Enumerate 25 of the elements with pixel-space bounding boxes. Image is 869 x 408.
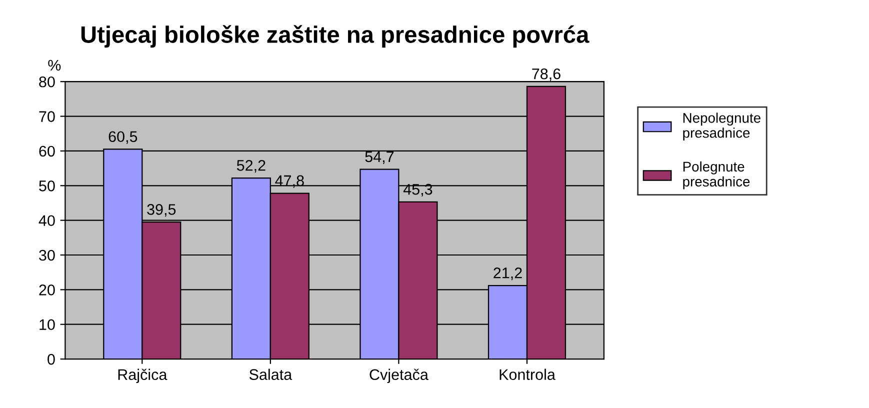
data-label: 47,8	[275, 175, 304, 188]
data-label: 21,2	[494, 268, 522, 280]
y-tick-label: 0	[48, 354, 55, 365]
data-label: 54,7	[365, 151, 394, 164]
x-tick-label: Salata	[249, 368, 292, 380]
legend-label: Nepolegnute presadnice	[683, 112, 760, 141]
y-tick-label: 20	[39, 284, 55, 296]
y-tick-label: 50	[39, 180, 55, 192]
y-axis-title: %	[48, 60, 61, 71]
chart-title: Utjecaj biološke zaštite na presadnice povrća	[81, 25, 590, 48]
y-tick-label: 10	[40, 319, 55, 330]
data-label: 78,6	[532, 68, 560, 82]
x-tick-label: Kontrola	[500, 368, 556, 380]
data-label: 52,2	[236, 160, 266, 173]
y-tick-label: 40	[38, 215, 55, 226]
y-tick-label: 70	[39, 111, 55, 122]
x-tick-label: Cvjetača	[370, 368, 428, 384]
y-tick-label: 60	[39, 146, 55, 157]
data-label: 45,3	[403, 184, 432, 197]
y-tick-label: 80	[39, 76, 55, 88]
data-label: 39,5	[147, 204, 176, 217]
data-label: 60,5	[108, 131, 138, 144]
x-tick-label: Rajčica	[118, 368, 168, 384]
legend-label: Polegnute presadnice	[683, 161, 750, 190]
y-tick-label: 30	[39, 250, 55, 261]
